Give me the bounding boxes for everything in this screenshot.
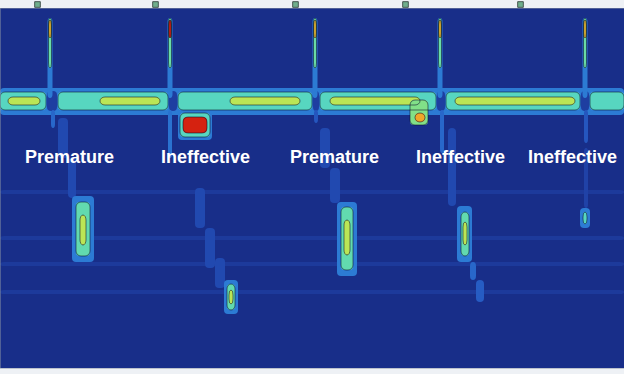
svg-text:Premature: Premature [290,147,379,167]
svg-text:Premature: Premature [25,147,114,167]
svg-text:Ineffective: Ineffective [161,147,250,167]
svg-text:Ineffective: Ineffective [416,147,505,167]
svg-text:Ineffective: Ineffective [528,147,617,167]
